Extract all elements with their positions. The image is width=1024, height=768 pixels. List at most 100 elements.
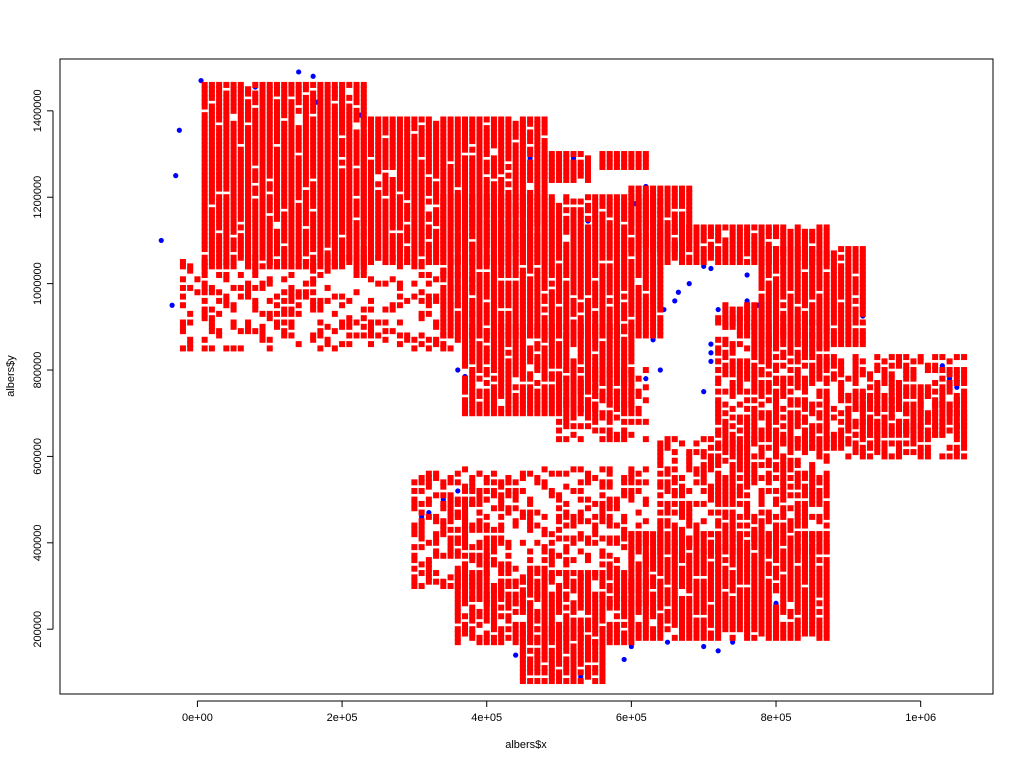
blue-point <box>621 656 627 663</box>
red-point <box>281 90 288 97</box>
red-point <box>613 246 620 253</box>
red-point <box>331 328 338 335</box>
red-point <box>310 211 317 218</box>
red-point <box>534 293 541 300</box>
red-point <box>317 228 324 235</box>
red-point <box>584 397 591 404</box>
red-point <box>375 319 382 326</box>
red-point <box>440 129 447 136</box>
red-point <box>686 189 693 196</box>
red-point <box>780 302 787 309</box>
red-point <box>252 107 259 114</box>
red-point <box>216 250 223 257</box>
red-point <box>396 280 403 287</box>
red-point <box>570 163 577 170</box>
red-point <box>534 379 541 386</box>
red-point <box>823 302 830 309</box>
red-point <box>353 319 360 326</box>
red-point <box>389 220 396 227</box>
red-point <box>454 163 461 170</box>
red-point <box>628 289 635 296</box>
red-point <box>642 293 649 300</box>
red-point <box>751 315 758 322</box>
red-point <box>584 259 591 266</box>
red-point <box>635 392 642 399</box>
red-point <box>476 310 483 317</box>
red-point <box>411 293 418 300</box>
red-point <box>223 271 230 278</box>
red-point <box>671 215 678 222</box>
red-point <box>650 284 657 291</box>
red-point <box>483 358 490 365</box>
red-point <box>830 319 837 326</box>
red-point <box>375 133 382 140</box>
red-point <box>671 220 678 227</box>
red-point <box>874 440 881 447</box>
red-point <box>302 86 309 93</box>
red-point <box>360 142 367 149</box>
red-point <box>245 86 252 93</box>
red-point <box>816 427 823 434</box>
red-point <box>592 323 599 330</box>
red-point <box>454 284 461 291</box>
blue-point <box>708 350 714 356</box>
red-point <box>295 159 302 166</box>
red-point <box>592 211 599 218</box>
red-point <box>302 280 309 287</box>
red-point <box>845 263 852 270</box>
red-point <box>946 367 953 374</box>
red-point <box>476 246 483 253</box>
red-point <box>563 384 570 391</box>
red-point <box>259 172 266 179</box>
red-point <box>237 211 244 218</box>
red-point <box>295 129 302 136</box>
red-point <box>382 306 389 313</box>
red-point <box>635 310 642 317</box>
red-point <box>295 233 302 240</box>
red-point <box>259 202 266 209</box>
red-point <box>483 263 490 270</box>
red-point <box>577 237 584 244</box>
red-point <box>744 388 751 395</box>
red-point <box>425 215 432 222</box>
red-point <box>613 293 620 300</box>
red-point <box>317 125 324 132</box>
red-point <box>635 263 642 270</box>
red-point <box>440 211 447 218</box>
red-point <box>787 310 794 317</box>
red-point <box>368 233 374 240</box>
red-point <box>237 293 244 300</box>
red-point <box>599 323 606 330</box>
red-point <box>302 241 309 248</box>
red-point <box>346 81 353 88</box>
red-point <box>317 306 324 313</box>
red-point <box>859 302 866 309</box>
red-point <box>483 259 490 266</box>
red-point <box>483 189 490 196</box>
red-point <box>592 384 599 391</box>
red-point <box>577 436 584 443</box>
red-point <box>838 254 845 261</box>
red-point <box>187 345 194 352</box>
red-point <box>794 310 801 317</box>
red-point <box>208 215 215 222</box>
red-point <box>816 336 823 343</box>
red-point <box>534 138 541 145</box>
red-point <box>548 315 555 322</box>
red-point <box>570 237 577 244</box>
red-point <box>693 241 700 248</box>
red-point <box>512 159 519 166</box>
red-point <box>577 336 584 343</box>
red-point <box>577 332 584 339</box>
red-point <box>780 379 787 386</box>
red-point <box>339 207 346 214</box>
red-point <box>592 310 599 317</box>
red-point <box>505 129 512 136</box>
red-point <box>635 319 642 326</box>
red-point <box>556 163 563 170</box>
red-point <box>613 220 620 227</box>
red-point <box>498 271 505 278</box>
red-point <box>599 215 606 222</box>
red-point <box>252 189 259 196</box>
red-point <box>375 194 382 201</box>
